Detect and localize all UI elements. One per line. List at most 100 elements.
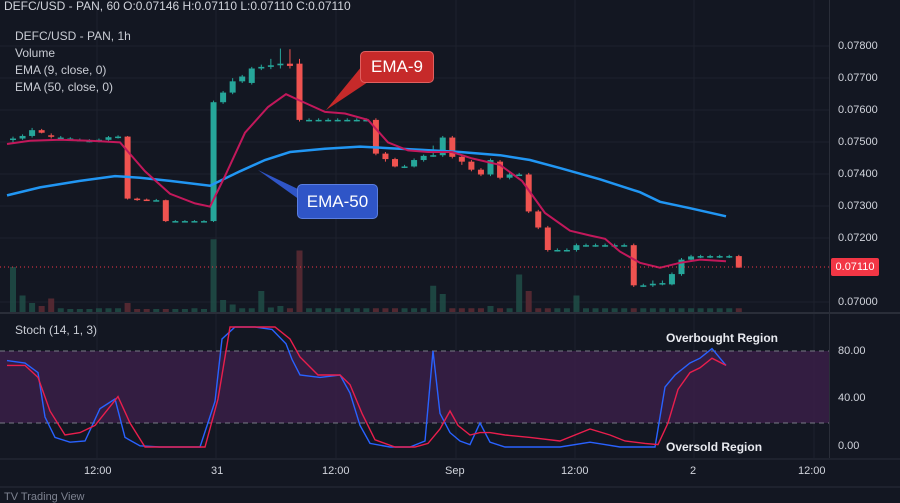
candle-body [707, 256, 714, 258]
volume-bar [220, 300, 227, 312]
volume-bar [143, 309, 150, 312]
volume-legend[interactable]: Volume [15, 46, 56, 60]
candle-body [678, 259, 685, 275]
candle-body [143, 199, 150, 202]
volume-bar [506, 308, 513, 312]
volume-bar [134, 309, 141, 312]
candle-body [248, 68, 255, 83]
volume-bar [630, 308, 637, 312]
volume-bar [334, 308, 341, 312]
price-tick: 0.07200 [838, 232, 878, 244]
time-tick: 12:00 [561, 465, 589, 477]
time-tick: 12:00 [798, 465, 826, 477]
candle-body [554, 249, 561, 252]
candle-body [105, 137, 112, 140]
candle-body [153, 200, 160, 202]
volume-bar [115, 308, 122, 312]
overbought-label: Overbought Region [666, 331, 778, 345]
candle-body [372, 119, 379, 154]
candle-body [344, 119, 351, 122]
candle-body [573, 245, 580, 250]
candle-body [325, 119, 332, 122]
candle-body [420, 155, 427, 161]
candle-body [726, 256, 733, 258]
candle-body [57, 137, 64, 140]
candle-body [735, 256, 742, 268]
ema50-legend[interactable]: EMA (50, close, 0) [15, 80, 114, 94]
volume-bar [306, 308, 313, 312]
volume-bar [573, 295, 580, 312]
stoch-tick: 80.00 [838, 345, 866, 357]
candle-body [134, 198, 141, 201]
candle-body [191, 221, 198, 223]
volume-bar [10, 267, 16, 312]
stoch-pane [0, 326, 829, 448]
volume-bar [372, 308, 379, 312]
volume-bar [124, 303, 131, 312]
volume-bar [172, 309, 179, 312]
candle-body [458, 156, 465, 162]
time-tick: 12:00 [322, 465, 350, 477]
candle-body [668, 274, 675, 285]
candle-body [449, 137, 456, 157]
volume-bar [458, 308, 465, 312]
volume-bar [726, 308, 733, 312]
stoch-d-line [7, 326, 727, 448]
candle-body [439, 137, 446, 156]
volume-bar [38, 306, 45, 312]
candle-body [181, 221, 188, 223]
ema9-line [6, 93, 727, 269]
candle-body [716, 256, 723, 258]
ema50-callout-pointer [258, 170, 300, 200]
candles [10, 48, 742, 287]
volume-bar [105, 308, 112, 312]
symbol-legend[interactable]: DEFC/USD - PAN, 1h [15, 29, 131, 43]
candle-body [430, 155, 437, 157]
volume-bar [640, 308, 647, 312]
time-tick: 31 [211, 465, 224, 477]
candle-body [516, 174, 523, 176]
candle-body [649, 283, 656, 286]
candle-body [477, 169, 484, 175]
candle-body [392, 159, 398, 167]
volume-bar [411, 308, 418, 312]
volume-bar [707, 308, 714, 312]
volume-bar [697, 308, 704, 312]
candle-body [583, 245, 589, 247]
volume-bar [76, 309, 83, 312]
volume-bar [659, 308, 666, 312]
volume-bar [611, 308, 618, 312]
volume-bar [325, 308, 332, 312]
volume-bar [315, 308, 322, 312]
volume-bar [382, 308, 389, 312]
volume-bar [353, 308, 360, 312]
volume-bar [229, 304, 236, 312]
ema9-callout: EMA-9 [360, 51, 434, 83]
stoch-legend[interactable]: Stoch (14, 1, 3) [15, 323, 98, 337]
candle-body [363, 119, 370, 122]
volume-bar [688, 308, 695, 312]
volume-bar [678, 308, 685, 312]
volume-bar [649, 308, 656, 312]
candle-body [10, 138, 16, 141]
volume-bar [181, 309, 188, 312]
volume-bar [19, 295, 26, 312]
volume-bar [430, 285, 437, 312]
ema9-legend[interactable]: EMA (9, close, 0) [15, 63, 107, 77]
volume-bar [277, 306, 284, 312]
volume-bar [468, 308, 475, 312]
price-tick: 0.07000 [838, 296, 878, 308]
volume-bar [29, 303, 36, 312]
volume-bar [191, 308, 198, 312]
candle-body [334, 119, 341, 122]
candle-body [286, 63, 293, 66]
candle-body [229, 81, 236, 93]
volume-bar [525, 291, 532, 312]
volume-bar [554, 308, 561, 312]
volume-bar [735, 308, 742, 312]
volume-bar [344, 308, 351, 312]
price-tick: 0.07800 [838, 40, 878, 52]
price-tick: 0.07700 [838, 72, 878, 84]
volume-bar [592, 308, 599, 312]
